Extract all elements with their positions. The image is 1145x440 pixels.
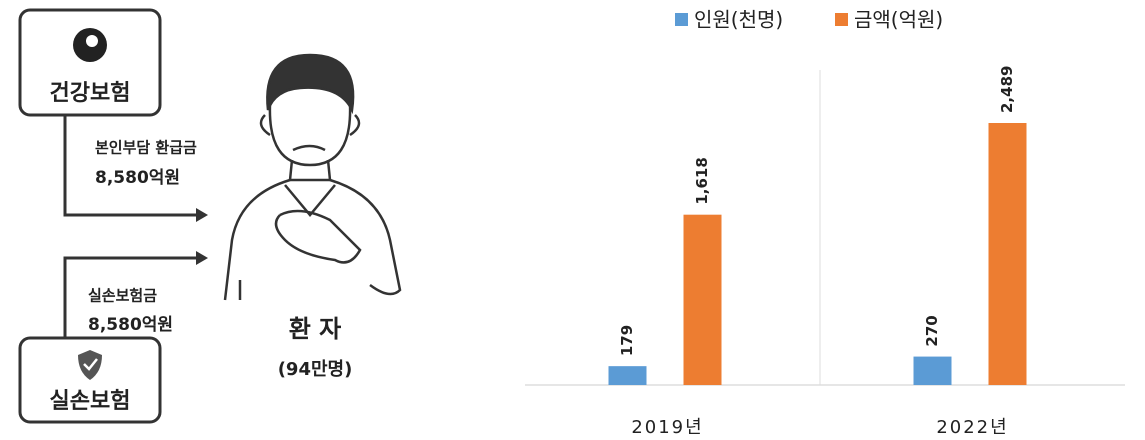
- shield: [78, 350, 102, 380]
- arrow-head: [196, 208, 208, 222]
- legend-swatch: [835, 13, 848, 26]
- patient-label: 환 자: [289, 315, 342, 343]
- data-label: 2,489: [998, 66, 1016, 113]
- data-label: 179: [618, 325, 636, 356]
- arrow: [65, 115, 198, 215]
- patient-count: (94만명): [278, 359, 353, 380]
- insurer-label: 실손보험: [50, 388, 131, 414]
- bar: [609, 366, 647, 385]
- page: 건강보험 본인부담 환급금 8,580억원 실손보험금 8,580억원 실손보험…: [0, 0, 1145, 440]
- patient-figure: [225, 55, 400, 300]
- data-label: 1,618: [693, 157, 711, 204]
- bar: [684, 215, 722, 385]
- logo-hole: [86, 35, 98, 47]
- bar: [914, 357, 952, 385]
- flow-amount: 8,580억원: [88, 315, 173, 335]
- insurer-label: 건강보험: [50, 80, 131, 106]
- x-tick-label: 2022년: [936, 417, 1008, 438]
- data-label: 270: [923, 315, 941, 346]
- figure: 건강보험 본인부담 환급금 8,580억원 실손보험금 8,580억원 실손보험…: [0, 0, 1145, 440]
- flow-label: 본인부담 환급금: [95, 139, 197, 157]
- x-tick-label: 2019년: [631, 417, 703, 438]
- flow-label: 실손보험금: [88, 287, 157, 305]
- flow-amount: 8,580억원: [95, 168, 180, 188]
- legend-swatch: [675, 13, 688, 26]
- bar: [989, 123, 1027, 385]
- legend-label: 인원(천명): [694, 8, 783, 32]
- arrow-head: [196, 251, 208, 265]
- legend-label: 금액(억원): [854, 8, 943, 32]
